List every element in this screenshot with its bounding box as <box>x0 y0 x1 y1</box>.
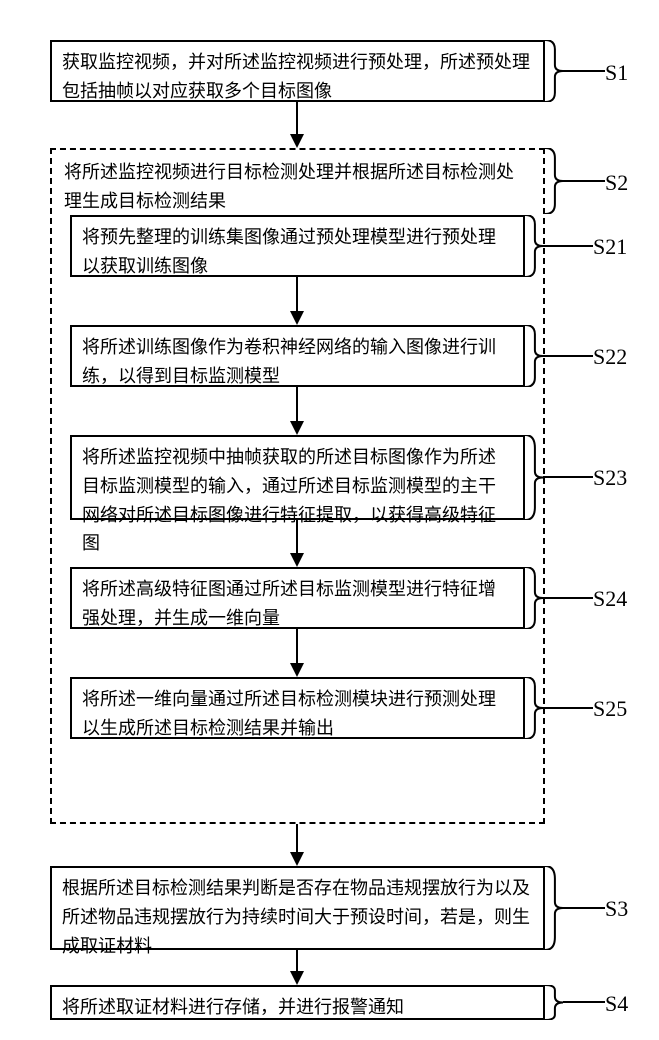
connector-line <box>563 70 605 72</box>
arrow-line <box>296 102 298 134</box>
step-box-s3: 根据所述目标检测结果判断是否存在物品违规摆放行为以及所述物品违规摆放行为持续时间… <box>50 866 545 950</box>
step-group-title-s2: 将所述监控视频进行目标检测处理并根据所述目标检测处理生成目标检测结果 <box>54 152 541 222</box>
connector-line <box>543 597 593 599</box>
step-label-s3: S3 <box>605 896 628 922</box>
brace-icon <box>545 148 563 214</box>
substep-box-s22: 将所述训练图像作为卷积神经网络的输入图像进行训练，以得到目标监测模型 <box>70 325 525 387</box>
connector-line <box>563 180 605 182</box>
substep-box-s21: 将预先整理的训练集图像通过预处理模型进行预处理以获取训练图像 <box>70 215 525 277</box>
substep-box-s23: 将所述监控视频中抽帧获取的所述目标图像作为所述目标监测模型的输入，通过所述目标监… <box>70 435 525 520</box>
arrow-line <box>296 387 298 421</box>
arrow-line <box>296 629 298 663</box>
arrow-head-icon <box>290 311 304 325</box>
arrow-line <box>296 824 298 852</box>
brace-icon <box>545 40 563 102</box>
connector-line <box>563 907 605 909</box>
step-label-s23: S23 <box>593 465 627 491</box>
connector-line <box>543 476 593 478</box>
arrow-head-icon <box>290 852 304 866</box>
step-label-s21: S21 <box>593 234 627 260</box>
connector-line <box>543 245 593 247</box>
arrow-head-icon <box>290 553 304 567</box>
arrow-head-icon <box>290 663 304 677</box>
arrow-head-icon <box>290 134 304 148</box>
step-label-s24: S24 <box>593 586 627 612</box>
connector-line <box>543 355 593 357</box>
step-box-s4: 将所述取证材料进行存储，并进行报警通知 <box>50 985 545 1020</box>
arrow-head-icon <box>290 421 304 435</box>
step-label-s22: S22 <box>593 344 627 370</box>
brace-icon <box>545 866 563 950</box>
step-label-s4: S4 <box>605 991 628 1017</box>
brace-icon <box>545 985 563 1020</box>
arrow-line <box>296 520 298 553</box>
connector-line <box>563 1001 605 1003</box>
arrow-line <box>296 277 298 311</box>
step-label-s25: S25 <box>593 696 627 722</box>
step-box-s1: 获取监控视频，并对所述监控视频进行预处理，所述预处理包括抽帧以对应获取多个目标图… <box>50 40 545 102</box>
step-label-s2: S2 <box>605 170 628 196</box>
substep-box-s24: 将所述高级特征图通过所述目标监测模型进行特征增强处理，并生成一维向量 <box>70 567 525 629</box>
step-label-s1: S1 <box>605 60 628 86</box>
arrow-head-icon <box>290 971 304 985</box>
connector-line <box>543 707 593 709</box>
arrow-line <box>296 950 298 971</box>
substep-box-s25: 将所述一维向量通过所述目标检测模块进行预测处理以生成所述目标检测结果并输出 <box>70 677 525 739</box>
flowchart-canvas: 获取监控视频，并对所述监控视频进行预处理，所述预处理包括抽帧以对应获取多个目标图… <box>20 20 659 1020</box>
